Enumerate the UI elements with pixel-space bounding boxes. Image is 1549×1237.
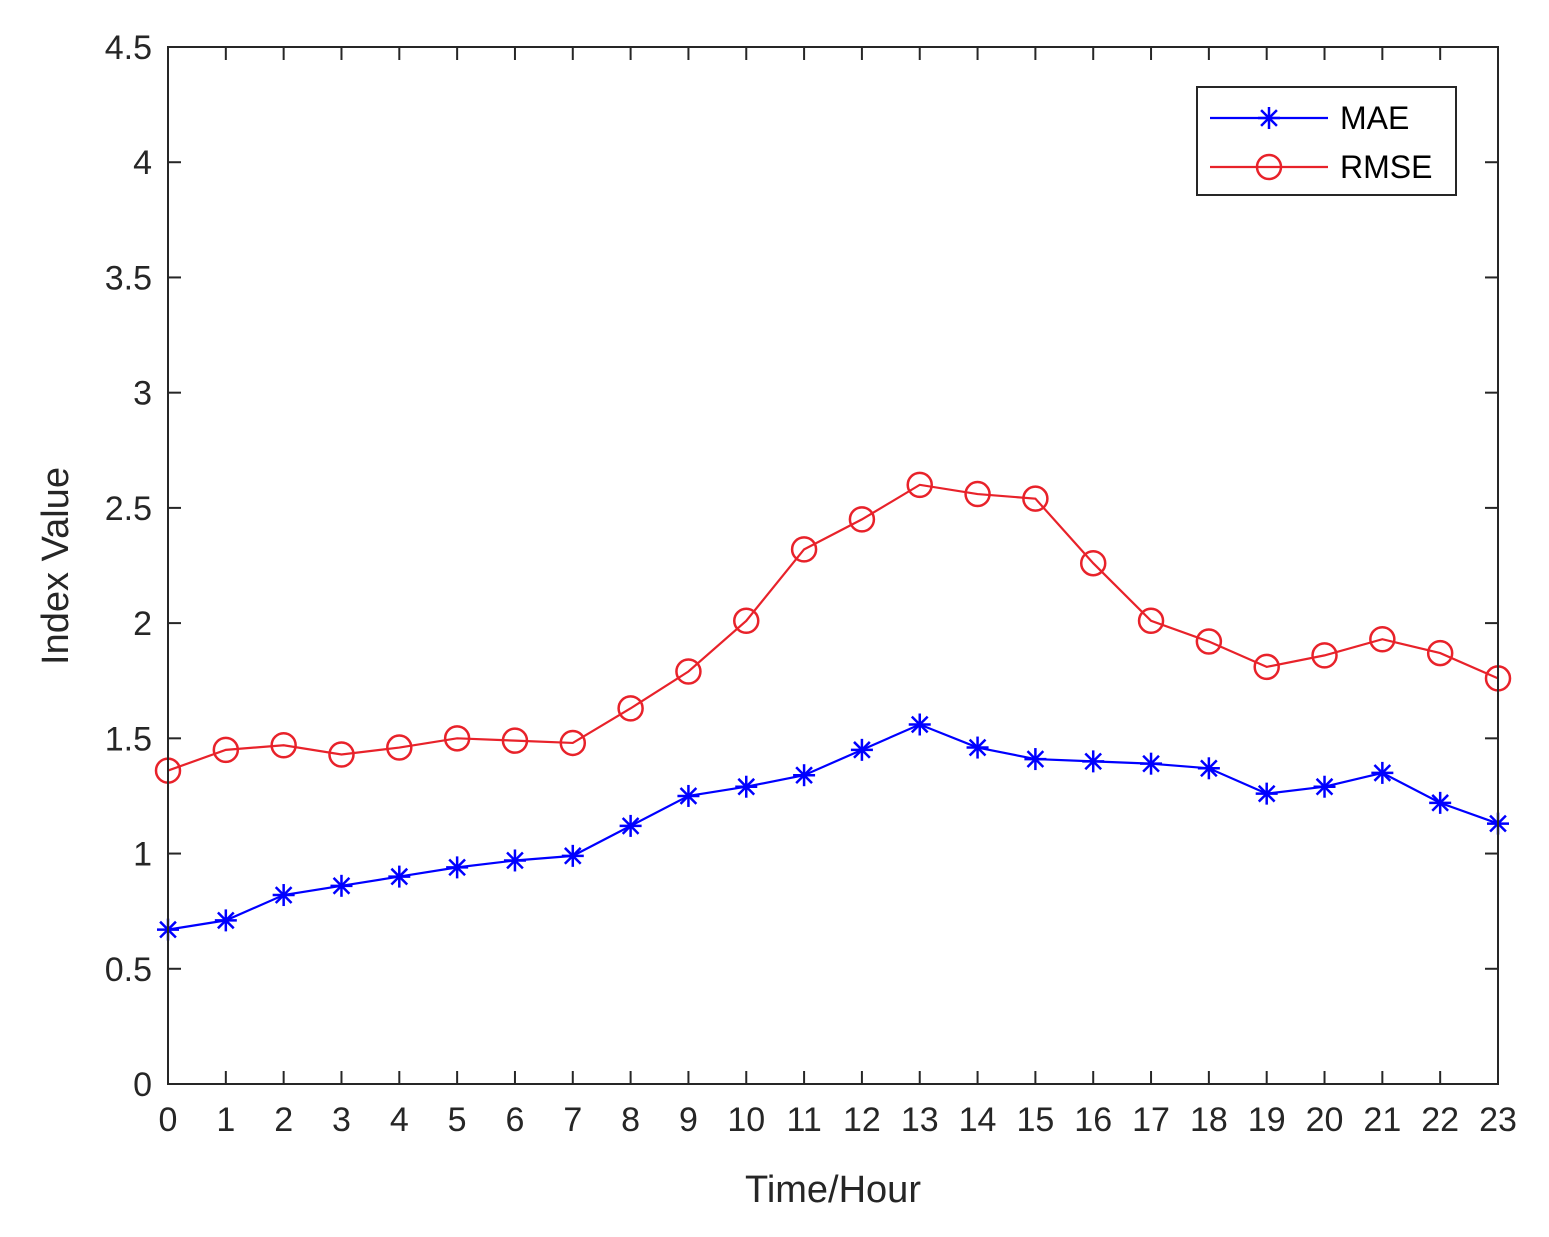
y-tick-label: 2.5 — [105, 490, 152, 528]
x-tick-label: 20 — [1306, 1101, 1344, 1139]
data-point-mae — [619, 814, 642, 837]
data-point-rmse — [1137, 607, 1165, 635]
data-point-rmse — [617, 695, 644, 722]
data-point-mae — [793, 764, 816, 787]
legend-entries: MAE RMSE — [1210, 100, 1432, 185]
series-layer — [154, 471, 1512, 941]
data-point-mae — [388, 865, 411, 888]
y-tick-label: 0.5 — [105, 951, 152, 989]
y-tick-label: 2 — [133, 605, 152, 643]
series-mae — [157, 713, 1509, 941]
legend-box — [1196, 86, 1457, 196]
data-point-mae — [1197, 757, 1220, 780]
x-tick-label: 7 — [563, 1101, 582, 1139]
data-point-rmse — [675, 658, 702, 685]
legend-marker — [1255, 153, 1283, 181]
x-tick-label: 17 — [1132, 1101, 1170, 1139]
data-point-rmse — [906, 471, 933, 499]
data-point-rmse — [270, 731, 297, 759]
x-tick-label: 9 — [679, 1101, 698, 1139]
x-tick-label: 23 — [1479, 1101, 1517, 1139]
data-point-rmse — [1369, 625, 1396, 653]
data-point-rmse — [1079, 549, 1107, 577]
x-axis-title: Time/Hour — [745, 1169, 921, 1211]
data-point-rmse — [1195, 628, 1223, 655]
data-point-rmse — [501, 727, 529, 754]
legend-entry-mae: MAE — [1210, 100, 1409, 136]
data-point-mae — [1140, 752, 1163, 775]
data-point-mae — [1429, 791, 1452, 814]
data-point-mae — [1024, 748, 1047, 771]
x-tick-label: 10 — [727, 1101, 765, 1139]
x-tick-label: 22 — [1421, 1101, 1459, 1139]
data-point-rmse — [1311, 642, 1338, 669]
x-tick-label: 15 — [1016, 1101, 1054, 1139]
data-point-mae — [908, 713, 931, 736]
legend: MAE RMSE — [1196, 86, 1457, 196]
data-point-mae — [272, 884, 295, 907]
x-tick-label: 16 — [1074, 1101, 1112, 1139]
data-point-rmse — [443, 725, 471, 752]
x-tick-label: 21 — [1363, 1101, 1401, 1139]
data-point-rmse — [790, 536, 818, 563]
data-point-mae — [677, 784, 700, 807]
x-tick-label: 19 — [1248, 1101, 1286, 1139]
y-axis-title: Index Value — [35, 467, 77, 665]
y-tick-label: 1.5 — [105, 720, 152, 758]
data-point-mae — [1313, 775, 1336, 798]
x-tick-label: 5 — [448, 1101, 467, 1139]
legend-label: MAE — [1340, 100, 1409, 136]
data-point-mae — [735, 775, 758, 798]
data-point-mae — [966, 736, 989, 759]
data-point-rmse — [386, 734, 413, 761]
data-point-mae — [446, 856, 469, 879]
data-point-rmse — [1022, 485, 1049, 512]
plot-frame — [167, 46, 1499, 1085]
data-point-rmse — [848, 506, 876, 533]
data-point-rmse — [559, 729, 587, 757]
data-point-rmse — [964, 480, 991, 508]
x-tick-label: 12 — [843, 1101, 881, 1139]
data-point-rmse — [212, 736, 240, 764]
data-point-rmse — [328, 741, 355, 768]
data-point-mae — [1371, 761, 1394, 784]
ticks-layer — [167, 46, 1499, 1085]
y-tick-label: 0 — [133, 1066, 152, 1104]
y-tick-labels: 0 0.5 1 1.5 2 2.5 3 3.5 4 4.5 — [105, 29, 152, 1104]
data-point-mae — [1082, 750, 1105, 773]
y-tick-label: 1 — [133, 836, 152, 874]
data-point-mae — [850, 738, 873, 761]
x-tick-label: 18 — [1190, 1101, 1228, 1139]
x-tick-label: 11 — [786, 1101, 821, 1139]
legend-marker — [1258, 107, 1280, 129]
data-point-mae — [330, 874, 353, 897]
x-tick-label: 2 — [274, 1101, 293, 1139]
y-tick-label: 4.5 — [105, 29, 152, 67]
legend-entry-rmse: RMSE — [1210, 149, 1432, 185]
x-tick-label: 14 — [959, 1101, 997, 1139]
x-tick-labels: 0 1 2 3 4 5 6 7 8 9 10 11 12 13 14 15 16 17 18 19 20 21 22 23 — [159, 1101, 1517, 1139]
y-tick-label: 3.5 — [105, 259, 152, 297]
data-point-rmse — [733, 607, 760, 635]
data-point-mae — [561, 844, 584, 867]
x-tick-label: 3 — [332, 1101, 351, 1139]
data-point-mae — [214, 909, 237, 932]
data-point-mae — [503, 849, 526, 872]
data-point-rmse — [1426, 639, 1454, 667]
x-tick-label: 13 — [901, 1101, 939, 1139]
x-tick-label: 1 — [216, 1101, 235, 1139]
plot-area — [168, 47, 1498, 1084]
y-tick-label: 4 — [133, 144, 152, 182]
x-tick-label: 0 — [159, 1101, 178, 1139]
x-tick-label: 4 — [390, 1101, 409, 1139]
data-point-rmse — [1253, 653, 1280, 681]
data-point-mae — [1255, 782, 1278, 805]
series-line-rmse — [167, 483, 1499, 772]
y-tick-label: 3 — [133, 375, 152, 413]
x-tick-label: 8 — [621, 1101, 640, 1139]
x-tick-label: 6 — [505, 1101, 524, 1139]
legend-label: RMSE — [1340, 149, 1432, 185]
